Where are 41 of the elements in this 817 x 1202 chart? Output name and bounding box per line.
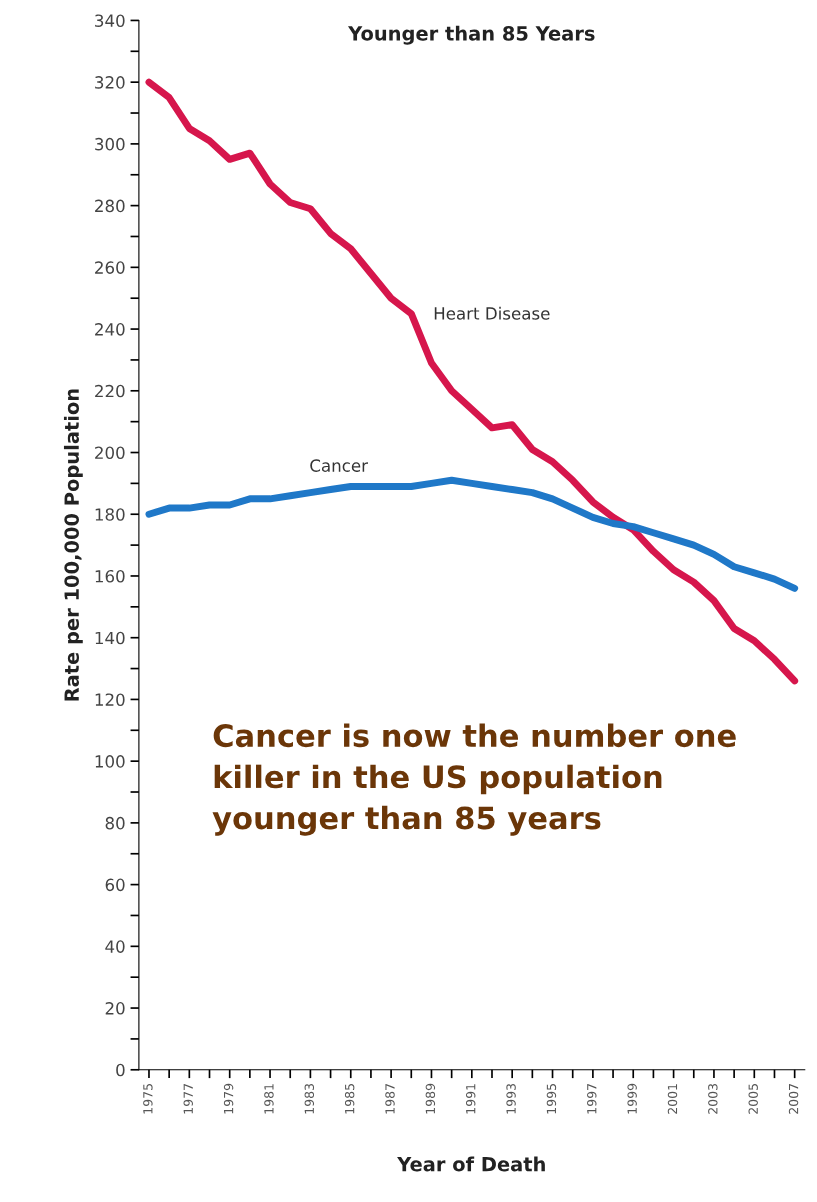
y-tick-label: 260 bbox=[95, 261, 125, 274]
y-tick-label: 80 bbox=[105, 816, 125, 830]
y-tick-label: 240 bbox=[95, 323, 125, 336]
y-tick-label: 280 bbox=[95, 199, 125, 213]
y-tick-label: 220 bbox=[95, 384, 125, 398]
y-tick-label: 20 bbox=[105, 1002, 125, 1015]
y-tick-label: 320 bbox=[95, 76, 125, 89]
x-tick-label: 1981 bbox=[264, 1084, 274, 1114]
y-tick-label: 60 bbox=[105, 878, 125, 892]
x-tick-label: 2005 bbox=[748, 1084, 758, 1114]
x-tick-label: 1979 bbox=[223, 1083, 234, 1114]
x-tick-label: 1977 bbox=[183, 1084, 193, 1114]
x-tick-label: 2001 bbox=[667, 1084, 678, 1114]
x-tick-label: 1987 bbox=[385, 1084, 395, 1114]
x-tick-label: 1983 bbox=[304, 1083, 315, 1114]
x-tick-label: 1993 bbox=[506, 1083, 516, 1114]
y-tick-label: 180 bbox=[95, 508, 125, 521]
x-tick-label: 1985 bbox=[344, 1084, 355, 1114]
series-label: Heart Disease bbox=[434, 306, 550, 320]
y-tick-label: 300 bbox=[95, 137, 125, 151]
y-tick-label: 200 bbox=[95, 446, 125, 460]
y-tick-label: 120 bbox=[95, 693, 125, 706]
annotation: Cancer is now the number one killer in the US population younger than 85 years bbox=[212, 723, 736, 836]
x-axis-title: Year of Death bbox=[397, 1156, 545, 1172]
x-tick-label: 1991 bbox=[465, 1084, 476, 1114]
x-tick-label: 1999 bbox=[627, 1083, 637, 1114]
x-tick-label: 1995 bbox=[546, 1084, 557, 1114]
x-tick-label: 2003 bbox=[708, 1083, 718, 1114]
y-tick-label: 140 bbox=[95, 631, 125, 645]
y-tick-label: 40 bbox=[105, 940, 125, 953]
y-tick-label: 160 bbox=[95, 569, 125, 583]
chart-title: Younger than 85 Years bbox=[347, 25, 595, 45]
series-label: Cancer bbox=[310, 459, 368, 472]
x-tick-label: 1975 bbox=[143, 1084, 153, 1114]
x-tick-label: 2007 bbox=[788, 1084, 799, 1114]
x-tick-label: 1997 bbox=[587, 1084, 597, 1114]
y-tick-label: 100 bbox=[95, 755, 125, 768]
y-tick-label: 0 bbox=[116, 1063, 125, 1077]
y-tick-label: 340 bbox=[95, 14, 125, 27]
y-axis-title: Rate per 100,000 Population bbox=[63, 389, 83, 701]
x-tick-label: 1989 bbox=[425, 1083, 436, 1114]
